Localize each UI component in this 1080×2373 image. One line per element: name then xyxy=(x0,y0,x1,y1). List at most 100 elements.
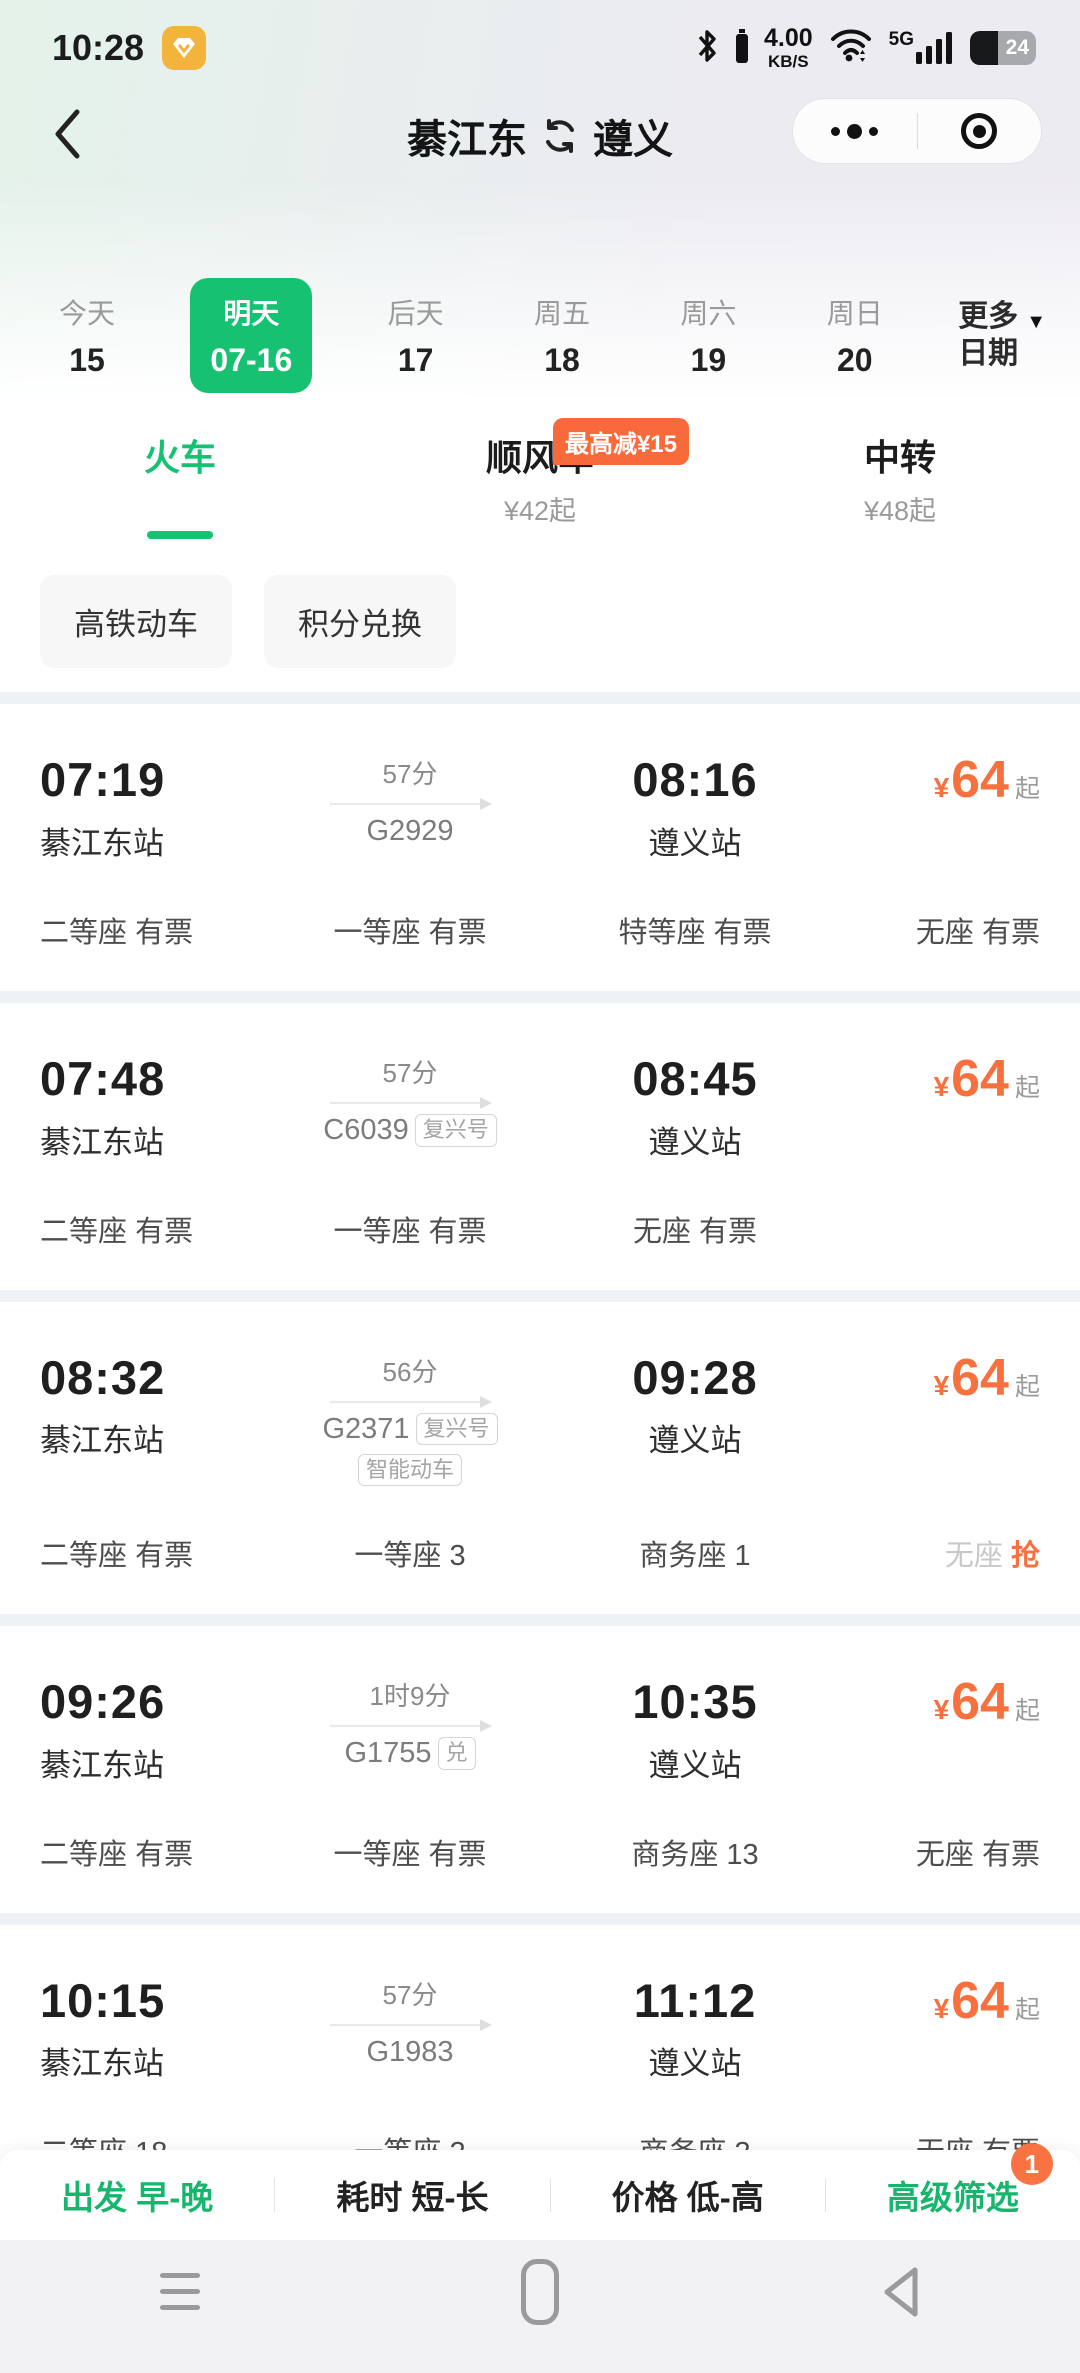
back-triangle-icon xyxy=(884,2267,918,2316)
sort-departure[interactable]: 出发 早-晚 xyxy=(61,2179,214,2216)
divider xyxy=(274,2178,276,2212)
top-section: 10:28 4.00 KB/S xyxy=(0,0,1080,692)
duration: 57分 xyxy=(382,759,438,790)
back-nav-button[interactable] xyxy=(720,2264,1080,2320)
seat-availability: 二等座 有票 一等座 3 商务座 1 无座 抢 xyxy=(40,1539,1040,1572)
arrival-station: 遵义站 xyxy=(648,825,742,861)
more-dates-button[interactable]: 更多 日期 ▼ xyxy=(958,299,1046,371)
arrow-line-icon xyxy=(330,798,492,811)
tab-train[interactable]: 火车 xyxy=(0,436,360,540)
date-tab-day-after[interactable]: 后天 17 xyxy=(387,297,444,378)
seat-availability: 二等座 有票 一等座 有票 特等座 有票 无座 有票 xyxy=(40,916,1040,949)
train-tag: 兑 xyxy=(437,1737,476,1770)
arrival-station: 遵义站 xyxy=(648,1124,742,1160)
filter-chips: 高铁动车 积分兑换 xyxy=(0,539,1080,678)
vip-gem-icon xyxy=(162,26,207,70)
train-tag: 复兴号 xyxy=(414,1114,497,1147)
duration: 57分 xyxy=(382,1057,438,1088)
tab-transfer[interactable]: 中转 ¥48起 xyxy=(863,437,937,527)
from-station: 綦江东 xyxy=(407,118,527,162)
ellipsis-icon xyxy=(831,123,879,139)
nav-bar: 綦江东 遵义 xyxy=(0,90,1080,182)
arrow-line-icon xyxy=(330,1096,492,1109)
train-code: G2929 xyxy=(366,815,454,848)
clock: 10:28 xyxy=(52,27,145,68)
arrow-line-icon xyxy=(330,1719,492,1732)
home-icon xyxy=(521,2258,559,2325)
duration: 1时9分 xyxy=(369,1680,451,1711)
seat-availability: 二等座 有票 一等座 有票 无座 有票 xyxy=(40,1215,758,1248)
train-tag: 复兴号 xyxy=(415,1412,498,1446)
train-row[interactable]: 07:19 綦江东站 57分 G2929 08:16 遵义站 ¥64 起 二等座 … xyxy=(0,704,1080,991)
departure-station: 綦江东站 xyxy=(40,2046,164,2082)
miniprogram-capsule xyxy=(792,98,1042,164)
train-code: G1755 xyxy=(344,1736,432,1769)
active-tab-underline xyxy=(147,531,213,540)
departure-time: 09:26 xyxy=(40,1674,166,1728)
arrival-station: 遵义站 xyxy=(648,1423,742,1459)
swap-stations-icon[interactable] xyxy=(541,117,579,155)
wifi-icon xyxy=(829,27,873,70)
recents-button[interactable] xyxy=(0,2273,360,2310)
chip-high-speed[interactable]: 高铁动车 xyxy=(40,575,232,669)
arrow-line-icon xyxy=(330,1395,492,1408)
date-tab-saturday[interactable]: 周六 19 xyxy=(680,297,737,378)
home-button[interactable] xyxy=(360,2258,720,2325)
sort-duration[interactable]: 耗时 短-长 xyxy=(336,2179,489,2216)
advanced-filter-button[interactable]: 高级筛选 1 xyxy=(887,2143,1053,2219)
arrival-time: 08:16 xyxy=(632,753,758,807)
arrow-line-icon xyxy=(330,2018,492,2031)
close-minimize-button[interactable] xyxy=(918,99,1042,163)
more-menu-button[interactable] xyxy=(793,99,917,163)
chevron-down-icon: ▼ xyxy=(1026,310,1046,333)
divider xyxy=(824,2178,826,2212)
departure-time: 07:19 xyxy=(40,753,166,807)
arrival-station: 遵义站 xyxy=(648,2046,742,2082)
duration: 57分 xyxy=(382,1979,438,2010)
train-row[interactable]: 07:48 綦江东站 57分 C6039 复兴号 08:45 遵义站 ¥64 起 xyxy=(0,1002,1080,1290)
sort-bar: 出发 早-晚 耗时 短-长 价格 低-高 高级筛选 1 xyxy=(0,2143,1080,2240)
discount-badge: 最高减¥15 xyxy=(552,418,689,465)
departure-station: 綦江东站 xyxy=(40,825,164,861)
seat-availability: 二等座 有票 一等座 有票 商务座 13 无座 有票 xyxy=(40,1838,1040,1871)
train-code: C6039 xyxy=(323,1113,409,1146)
departure-time: 10:15 xyxy=(40,1973,166,2027)
chip-points-redeem[interactable]: 积分兑换 xyxy=(264,575,456,669)
arrival-time: 10:35 xyxy=(632,1674,758,1728)
status-bar: 10:28 4.00 KB/S xyxy=(0,0,1080,90)
network-speed: 4.00 KB/S xyxy=(763,24,813,71)
date-tab-sunday[interactable]: 周日 20 xyxy=(826,297,883,378)
sort-price[interactable]: 价格 低-高 xyxy=(611,2179,764,2216)
date-strip: 今天 15 明天 07-16 后天 17 周五 18 周六 19 周日 20 xyxy=(0,274,1080,396)
android-navigation-bar xyxy=(0,2240,1080,2373)
arrival-time: 09:28 xyxy=(632,1350,758,1404)
train-code: G2371 xyxy=(322,1412,410,1445)
departure-station: 綦江东站 xyxy=(40,1124,164,1160)
date-tab-today[interactable]: 今天 15 xyxy=(58,297,115,378)
date-tab-friday[interactable]: 周五 18 xyxy=(534,297,591,378)
back-button[interactable] xyxy=(52,104,100,164)
mode-tabs: 火车 顺风车 最高减¥15 ¥42起 中转 ¥48起 xyxy=(0,418,1080,540)
train-tag: 智能动车 xyxy=(357,1453,462,1486)
to-station: 遵义 xyxy=(593,118,673,162)
arrival-time: 11:12 xyxy=(633,1973,757,2027)
bluetooth-icon xyxy=(694,27,720,70)
divider xyxy=(549,2178,551,2212)
departure-station: 綦江东站 xyxy=(40,1747,164,1783)
date-tab-tomorrow-selected[interactable]: 明天 07-16 xyxy=(190,277,313,393)
train-row[interactable]: 08:32 綦江东站 56分 G2371 复兴号 智能动车 09:28 遵义站 … xyxy=(0,1301,1080,1614)
departure-time: 07:48 xyxy=(40,1051,166,1105)
departure-station: 綦江东站 xyxy=(40,1423,164,1459)
menu-icon xyxy=(160,2273,200,2310)
train-code: G1983 xyxy=(366,2035,454,2068)
tab-hitch-ride[interactable]: 顺风车 最高减¥15 ¥42起 xyxy=(360,418,720,539)
arrival-station: 遵义站 xyxy=(648,1747,742,1783)
page-title: 綦江东 遵义 xyxy=(0,107,1080,165)
signal-bars-icon: 5G xyxy=(889,30,954,66)
bt-battery-icon xyxy=(735,28,748,68)
train-row[interactable]: 09:26 綦江东站 1时9分 G1755 兑 10:35 遵义站 ¥64 起 xyxy=(0,1625,1080,1913)
